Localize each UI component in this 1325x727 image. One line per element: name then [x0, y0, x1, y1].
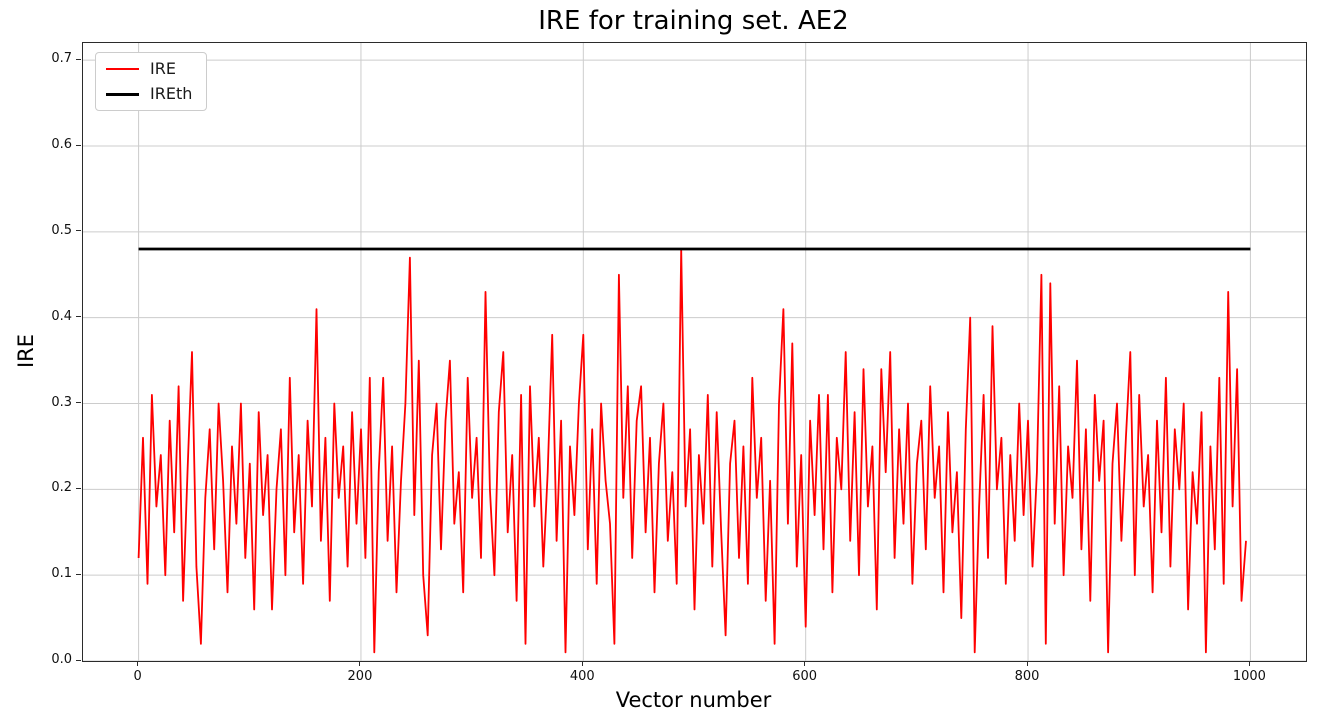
x-tick-label: 400: [569, 669, 595, 684]
y-tick-mark: [76, 487, 81, 489]
x-tick-label: 0: [133, 669, 142, 684]
legend-line-sample: [106, 68, 139, 70]
y-tick-label: 0.6: [51, 137, 72, 152]
y-tick-mark: [76, 659, 81, 661]
y-tick-mark: [76, 144, 81, 146]
x-tick-mark: [581, 661, 583, 666]
series-line-ire: [137, 248, 1247, 654]
x-tick-label: 200: [347, 669, 373, 684]
x-tick-label: 1000: [1232, 669, 1266, 684]
legend-line-sample: [106, 92, 139, 96]
x-tick-mark: [1248, 661, 1250, 666]
y-tick-mark: [76, 316, 81, 318]
y-tick-label: 0.7: [51, 51, 72, 67]
y-tick-mark: [76, 58, 81, 60]
y-tick-label: 0.4: [51, 308, 72, 324]
legend-label: IRE: [150, 59, 176, 78]
y-tick-label: 0.3: [51, 394, 72, 410]
y-tick-label: 0.5: [51, 222, 72, 238]
plot-area: IRE IREth: [82, 42, 1307, 662]
x-tick-mark: [804, 661, 806, 666]
y-axis-label: IRE: [14, 333, 38, 369]
y-tick-mark: [76, 573, 81, 575]
y-tick-mark: [76, 402, 81, 403]
y-tick-label: 0.0: [51, 652, 72, 667]
y-tick-label: 0.1: [51, 566, 72, 582]
legend-entry: IRE: [106, 61, 192, 77]
x-tick-mark: [359, 661, 361, 666]
x-tick-mark: [137, 661, 139, 666]
x-tick-label: 800: [1014, 669, 1040, 684]
legend-label: IREth: [150, 84, 193, 103]
chart-title: IRE for training set. AE2: [538, 6, 849, 36]
chart-canvas: [83, 43, 1306, 661]
y-tick-mark: [76, 230, 81, 232]
y-tick-label: 0.2: [51, 480, 72, 496]
x-tick-label: 600: [792, 669, 818, 684]
legend-entry: IREth: [106, 86, 192, 102]
x-axis-label: Vector number: [615, 688, 772, 712]
x-tick-mark: [1026, 661, 1028, 666]
legend: IRE IREth: [95, 52, 208, 111]
